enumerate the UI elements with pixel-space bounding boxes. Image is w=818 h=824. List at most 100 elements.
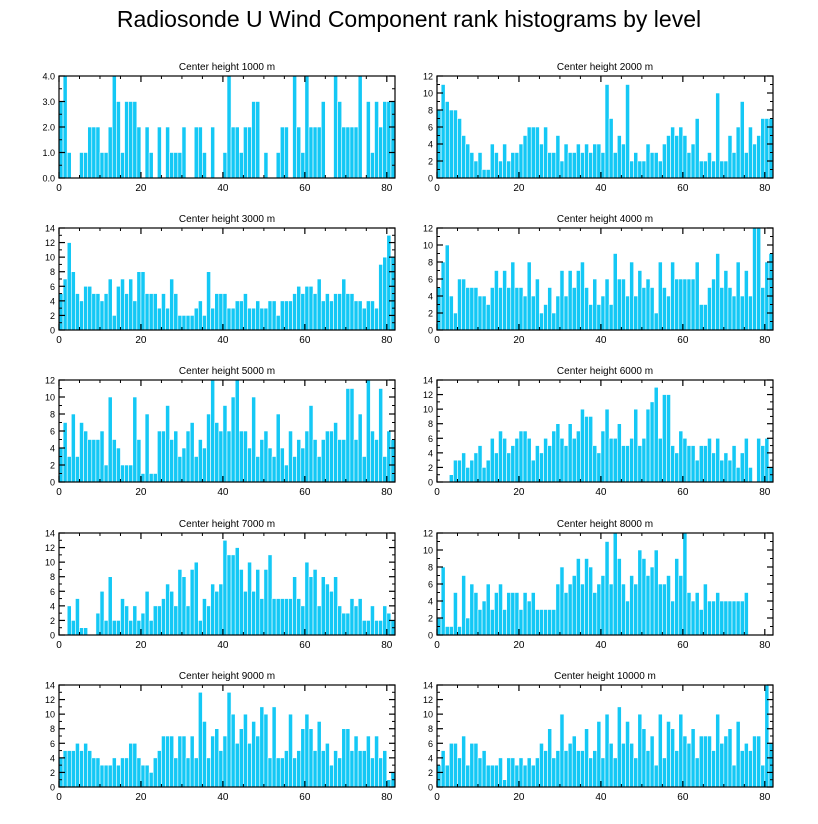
histogram-bar xyxy=(284,750,289,788)
histogram-bar xyxy=(727,135,733,179)
y-tick-label: 3.0 xyxy=(42,97,55,107)
histogram-bar xyxy=(662,583,667,636)
histogram-bar xyxy=(333,422,338,483)
histogram-bar xyxy=(349,388,355,483)
histogram-bar xyxy=(637,270,643,331)
histogram-bar xyxy=(370,605,375,636)
histogram-bar xyxy=(66,242,72,331)
histogram-bar xyxy=(263,430,269,483)
histogram-bar xyxy=(210,307,216,331)
histogram-bar xyxy=(136,620,142,636)
histogram-bar xyxy=(320,300,326,331)
bar-group xyxy=(448,386,774,483)
histogram-bar xyxy=(629,160,634,179)
histogram-bar xyxy=(535,757,540,788)
histogram-bar xyxy=(752,227,757,331)
histogram-bar xyxy=(592,592,598,636)
y-tick-label: 14 xyxy=(45,681,55,691)
histogram-bar xyxy=(140,473,146,483)
histogram-bar xyxy=(707,437,712,483)
y-tick-label: 2.0 xyxy=(42,123,55,133)
x-tick-label: 0 xyxy=(434,792,440,803)
histogram-bar xyxy=(202,152,207,179)
histogram-bar xyxy=(477,152,483,179)
histogram-bar xyxy=(284,126,289,179)
histogram-bar xyxy=(99,764,105,788)
histogram-bar xyxy=(214,728,220,788)
histogram-bar xyxy=(304,713,310,788)
histogram-bar xyxy=(608,583,614,636)
y-tick-label: 4 xyxy=(428,448,433,458)
histogram-bar xyxy=(243,590,248,636)
histogram-bar xyxy=(670,261,675,331)
histogram-bar xyxy=(674,278,680,331)
histogram-bar xyxy=(686,592,692,636)
histogram-bar xyxy=(99,590,105,636)
y-tick-label: 12 xyxy=(423,224,433,234)
histogram-bar xyxy=(238,152,244,179)
histogram-bar xyxy=(616,278,622,331)
y-tick-label: 14 xyxy=(45,529,55,539)
histogram-bar xyxy=(181,735,187,788)
histogram-bar xyxy=(337,293,343,331)
histogram-bar xyxy=(312,293,318,331)
histogram-bar xyxy=(181,576,187,636)
histogram-bar xyxy=(378,264,384,331)
histogram-bar xyxy=(707,287,712,331)
x-tick-label: 20 xyxy=(513,792,525,803)
histogram-bar xyxy=(185,430,191,483)
histogram-bar xyxy=(739,295,745,331)
y-tick-label: 4 xyxy=(428,597,433,607)
histogram-bar xyxy=(731,295,737,331)
y-tick-label: 12 xyxy=(45,238,55,248)
histogram-bar xyxy=(75,456,80,483)
y-tick-label: 0 xyxy=(50,631,55,641)
histogram-bar xyxy=(308,126,314,179)
histogram-bar xyxy=(608,742,614,788)
histogram-bar xyxy=(547,728,553,788)
y-tick-label: 8 xyxy=(50,572,55,582)
histogram-bar xyxy=(341,126,347,179)
histogram-bar xyxy=(453,312,458,331)
histogram-bar xyxy=(514,152,520,179)
histogram-bar xyxy=(271,300,277,331)
histogram-bar xyxy=(304,285,310,331)
histogram-bar xyxy=(744,152,749,179)
histogram-bar xyxy=(694,459,700,483)
histogram-bar xyxy=(128,620,134,636)
histogram-bar xyxy=(633,757,639,788)
histogram-bar xyxy=(157,605,162,636)
histogram-bar xyxy=(748,126,753,179)
histogram-bar xyxy=(727,728,733,788)
y-tick-label: 6 xyxy=(428,739,433,749)
y-tick-label: 2 xyxy=(428,768,433,778)
histogram-bar xyxy=(678,713,684,788)
histogram-bar xyxy=(739,750,745,788)
histogram-bar xyxy=(616,135,622,179)
histogram-bar xyxy=(678,126,684,179)
histogram-bar xyxy=(382,456,388,483)
x-tick-label: 40 xyxy=(217,640,229,651)
histogram-bar xyxy=(448,742,454,788)
histogram-bar xyxy=(600,757,606,788)
histogram-bar xyxy=(366,620,371,636)
histogram-bar xyxy=(453,109,458,179)
histogram-bar xyxy=(670,445,675,483)
histogram-bar xyxy=(193,307,199,331)
y-tick-label: 8 xyxy=(428,106,433,116)
histogram-bar xyxy=(510,152,516,179)
histogram-bar xyxy=(300,152,306,179)
histogram-bar xyxy=(576,143,581,179)
histogram-bar xyxy=(255,456,261,483)
histogram-bar xyxy=(543,437,548,483)
histogram-bar xyxy=(535,609,540,636)
histogram-bar xyxy=(559,566,565,636)
histogram-bar xyxy=(325,430,330,483)
histogram-bar xyxy=(300,605,306,636)
histogram-bar xyxy=(551,152,557,179)
y-tick-label: 0 xyxy=(428,783,433,793)
histogram-bar xyxy=(247,561,252,636)
histogram-panel: Center height 3000 m 0 20 40 60 80 0 2 4 6 8 10 12 14 xyxy=(45,214,396,346)
histogram-bar xyxy=(653,386,659,483)
histogram-bar xyxy=(259,706,265,788)
